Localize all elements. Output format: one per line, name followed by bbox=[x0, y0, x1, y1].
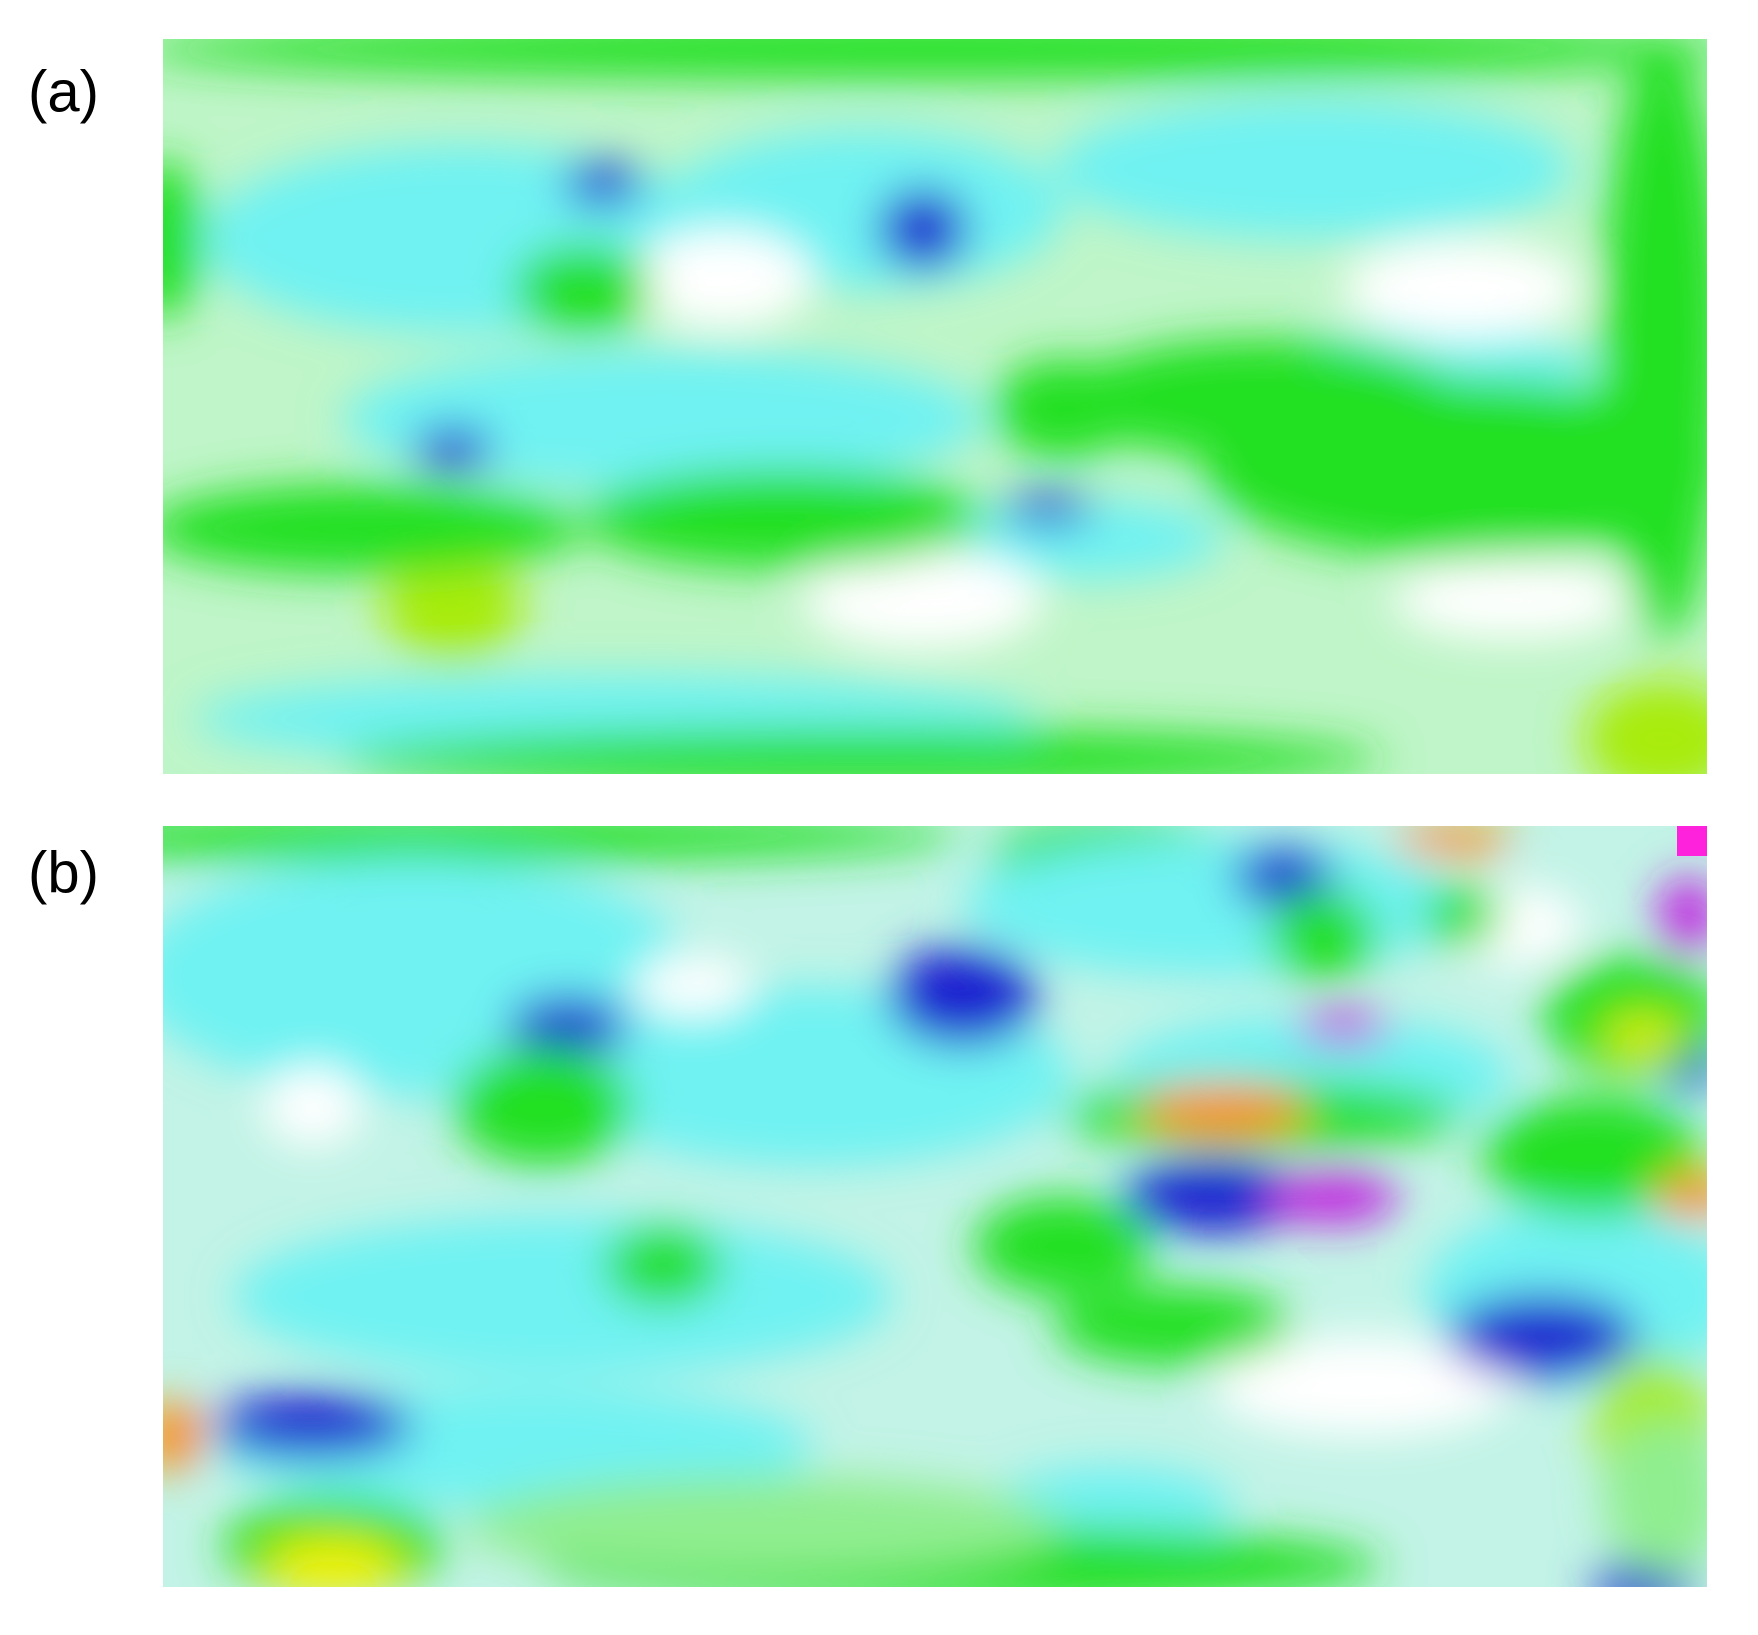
heatmap-panel bbox=[163, 826, 1707, 1587]
heat-blob bbox=[1053, 1286, 1293, 1366]
heat-blob bbox=[453, 1046, 633, 1166]
heat-blob bbox=[343, 349, 983, 489]
heat-blob bbox=[508, 996, 628, 1056]
heat-blob bbox=[513, 244, 653, 334]
heat-blob bbox=[1603, 1416, 1707, 1576]
heat-blob bbox=[1603, 1018, 1683, 1054]
heat-blob bbox=[163, 159, 203, 319]
heat-blob bbox=[633, 229, 813, 329]
heat-blob bbox=[1213, 1336, 1513, 1436]
heatmap-panel bbox=[163, 39, 1707, 774]
heat-blob bbox=[163, 484, 583, 574]
heat-blob bbox=[1393, 559, 1633, 639]
heat-blob bbox=[1123, 1158, 1303, 1234]
heat-blob bbox=[1138, 1085, 1308, 1137]
heat-blob bbox=[962, 826, 964, 828]
heat-blob bbox=[163, 826, 963, 861]
heat-blob bbox=[1512, 826, 1514, 828]
heatmap-field bbox=[163, 826, 1707, 1587]
heat-blob bbox=[563, 162, 643, 206]
heat-blob bbox=[973, 1196, 1153, 1296]
heat-blob bbox=[603, 1226, 723, 1306]
heat-blob bbox=[383, 554, 523, 664]
heat-blob bbox=[803, 549, 1043, 649]
panel-label: (b) bbox=[28, 840, 99, 905]
heat-blob bbox=[1423, 886, 1503, 946]
heat-blob bbox=[888, 946, 1038, 1046]
heat-blob bbox=[263, 1536, 403, 1587]
heat-blob bbox=[583, 469, 983, 569]
panel-label: (a) bbox=[28, 59, 99, 124]
heat-blob bbox=[1658, 876, 1707, 956]
heat-blob bbox=[633, 956, 753, 1016]
heatmap-corner-cell bbox=[1677, 826, 1707, 856]
heat-blob bbox=[163, 39, 1707, 79]
heat-blob bbox=[878, 189, 968, 269]
heat-blob bbox=[1063, 339, 1463, 459]
heat-blob bbox=[1603, 39, 1707, 639]
heat-blob bbox=[163, 1401, 203, 1471]
heat-blob bbox=[1268, 1168, 1398, 1224]
heat-blob bbox=[413, 427, 493, 471]
heat-blob bbox=[1583, 679, 1707, 774]
heat-blob bbox=[1448, 1294, 1638, 1378]
heat-blob bbox=[1543, 956, 1707, 1076]
heat-blob bbox=[1298, 1008, 1388, 1044]
heatmap-field bbox=[163, 39, 1707, 774]
heat-blob bbox=[233, 1216, 893, 1376]
heat-blob bbox=[963, 836, 1463, 976]
heat-blob bbox=[463, 1476, 1063, 1576]
heat-blob bbox=[263, 1066, 363, 1146]
heat-blob bbox=[1653, 1174, 1707, 1218]
heat-blob bbox=[213, 1394, 413, 1458]
heat-blob bbox=[1343, 239, 1583, 339]
heat-blob bbox=[1003, 493, 1093, 525]
heat-blob bbox=[1393, 826, 1513, 856]
heat-blob bbox=[343, 729, 1383, 774]
heat-blob bbox=[1483, 1096, 1703, 1216]
heat-blob bbox=[1268, 891, 1378, 981]
heat-blob bbox=[1233, 846, 1333, 906]
heat-blob bbox=[1053, 99, 1573, 239]
